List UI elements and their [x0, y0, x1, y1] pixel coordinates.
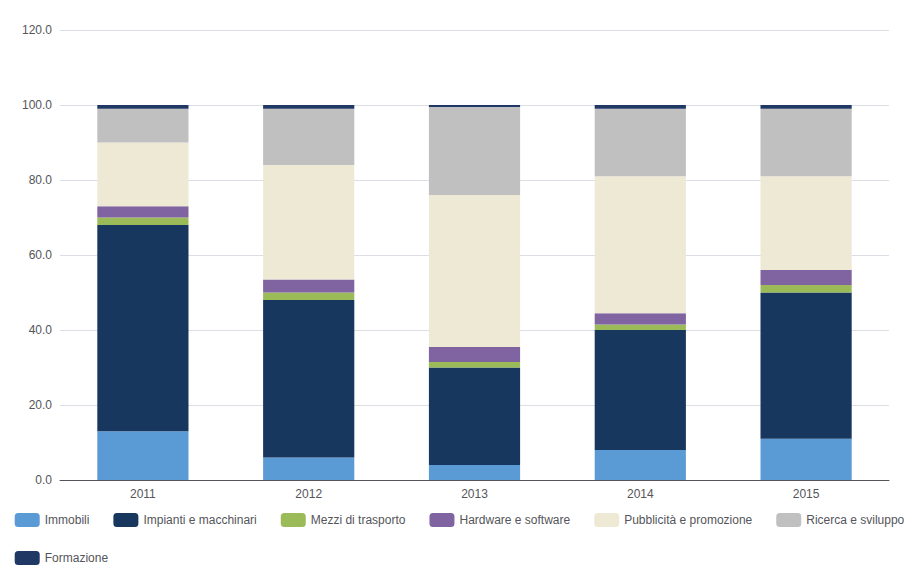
svg-text:100.0: 100.0 [22, 98, 52, 112]
svg-text:0.0: 0.0 [35, 473, 52, 487]
svg-text:60.0: 60.0 [29, 248, 53, 262]
svg-text:2011: 2011 [130, 487, 156, 501]
svg-text:Formazione: Formazione [45, 551, 109, 565]
svg-text:2015: 2015 [793, 487, 820, 501]
svg-text:Pubblicità e promozione: Pubblicità e promozione [624, 513, 752, 527]
svg-text:Ricerca e sviluppo: Ricerca e sviluppo [806, 513, 904, 527]
svg-text:20.0: 20.0 [29, 398, 53, 412]
svg-text:Mezzi di trasporto: Mezzi di trasporto [311, 513, 406, 527]
svg-text:Immobili: Immobili [45, 513, 90, 527]
svg-text:Impianti e macchinari: Impianti e macchinari [143, 513, 256, 527]
svg-text:Hardware e software: Hardware e software [459, 513, 570, 527]
svg-text:40.0: 40.0 [29, 323, 53, 337]
svg-text:120.0: 120.0 [22, 23, 52, 37]
svg-text:80.0: 80.0 [29, 173, 53, 187]
svg-text:2012: 2012 [295, 487, 322, 501]
svg-text:2013: 2013 [461, 487, 488, 501]
svg-text:2014: 2014 [627, 487, 654, 501]
